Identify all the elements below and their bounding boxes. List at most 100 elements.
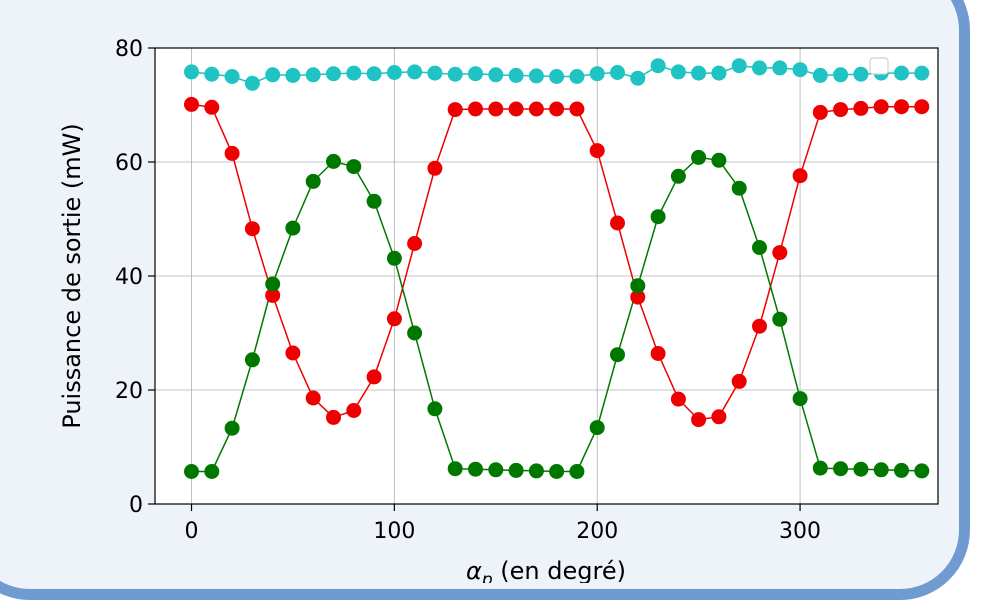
- x-axis-label-text: (en degré): [493, 557, 626, 583]
- series-0-point: [711, 65, 727, 81]
- series-2-point: [670, 168, 686, 184]
- series-0-point: [812, 67, 828, 83]
- series-0-point: [204, 66, 220, 82]
- series-2-point: [691, 149, 707, 165]
- series-0-point: [366, 66, 382, 82]
- series-2-point: [447, 461, 463, 477]
- series-0-point: [407, 64, 423, 80]
- series-2-point: [589, 420, 605, 436]
- series-1-point: [447, 102, 463, 118]
- series-0-point: [914, 65, 930, 81]
- series-1-point: [752, 318, 767, 334]
- series-0-point: [833, 67, 849, 83]
- y-tick-label: 0: [129, 493, 143, 518]
- series-2-point: [711, 152, 727, 168]
- x-tick-label: 0: [185, 519, 199, 544]
- series-1-point: [346, 403, 362, 418]
- series-0-point: [184, 64, 199, 80]
- series-2-point: [508, 462, 524, 478]
- series-1-point: [731, 373, 747, 389]
- series-0-point: [792, 62, 808, 78]
- series-1-point: [549, 101, 565, 117]
- series-1-point: [488, 101, 504, 117]
- series-0-point: [894, 65, 909, 81]
- series-0-point: [265, 67, 281, 83]
- series-2-point: [630, 278, 646, 294]
- legend-box: [869, 57, 889, 75]
- series-2-point: [812, 460, 828, 476]
- x-axis-label-subscript: p: [481, 570, 493, 583]
- series-0-point: [569, 69, 585, 84]
- series-2-point: [305, 173, 321, 189]
- series-1-point: [468, 101, 483, 117]
- series-1-point: [873, 99, 889, 115]
- series-1-point: [894, 99, 909, 115]
- y-tick-label: 40: [115, 265, 143, 290]
- series-0-point: [305, 67, 321, 83]
- series-0-point: [853, 66, 869, 82]
- x-tick-label: 100: [373, 519, 415, 544]
- series-2-point: [914, 463, 930, 479]
- series-2-point: [549, 464, 565, 479]
- line-chart: 0 100 200 300 0 20 40 60 80 αp (en degré) Puissa…: [58, 37, 939, 583]
- axis-ticks: 0 100 200 300 0 20 40 60 80: [115, 37, 821, 544]
- series-0-point: [285, 67, 301, 83]
- series-1-point: [914, 99, 930, 115]
- series-2-point: [873, 462, 889, 478]
- series-0-point: [549, 69, 565, 84]
- series-2-point: [894, 462, 909, 478]
- x-tick-label: 200: [576, 519, 618, 544]
- series-2-point: [610, 347, 625, 363]
- series-2-point: [346, 159, 362, 175]
- series-0-point: [488, 67, 504, 83]
- series-1-point: [407, 236, 423, 251]
- series-1-point: [508, 101, 524, 117]
- series-0-point: [691, 65, 707, 81]
- series-2-point: [752, 240, 767, 255]
- series-1-point: [650, 346, 666, 361]
- series-0-point: [630, 70, 646, 86]
- series-2-point: [265, 276, 281, 292]
- series-2-point: [244, 352, 260, 368]
- series-2-point: [407, 325, 423, 341]
- series-1-point: [305, 390, 321, 406]
- series-1-point: [224, 145, 240, 161]
- series-0-point: [670, 64, 686, 80]
- series-1-point: [772, 245, 788, 261]
- series-1-point: [812, 104, 828, 120]
- series-0-point: [772, 60, 788, 76]
- series-2-point: [488, 462, 504, 478]
- series-1-point: [711, 409, 727, 425]
- series-2-point: [427, 401, 443, 417]
- series-2-point: [833, 461, 849, 477]
- series-0-point: [326, 66, 341, 82]
- y-tick-label: 60: [115, 151, 143, 176]
- series-0-point: [244, 75, 260, 91]
- series-1-point: [184, 96, 199, 112]
- series-2-point: [326, 153, 341, 169]
- series-1-point: [610, 215, 625, 231]
- y-tick-label: 20: [115, 379, 143, 404]
- series-1-point: [589, 143, 605, 159]
- series-1-point: [528, 101, 544, 117]
- series-0-point: [610, 65, 625, 80]
- series-2-point: [184, 464, 199, 479]
- series-1-point: [630, 289, 646, 305]
- series-2-point: [569, 464, 585, 479]
- series-0-point: [589, 66, 605, 82]
- series-points: [184, 58, 930, 479]
- series-1-point: [427, 160, 443, 176]
- series-1-point: [833, 102, 849, 118]
- series-0-point: [752, 60, 767, 76]
- x-axis-label-symbol: α: [466, 557, 482, 583]
- series-2-point: [285, 220, 301, 236]
- x-axis-label: αp (en degré): [466, 557, 626, 583]
- series-2-point: [528, 463, 544, 479]
- series-2-point: [853, 461, 869, 477]
- series-0-point: [386, 65, 402, 80]
- series-0-point: [427, 65, 443, 81]
- series-0-point: [528, 68, 544, 84]
- series-0-point: [468, 66, 483, 82]
- series-1-point: [386, 311, 402, 327]
- series-2-point: [731, 180, 747, 196]
